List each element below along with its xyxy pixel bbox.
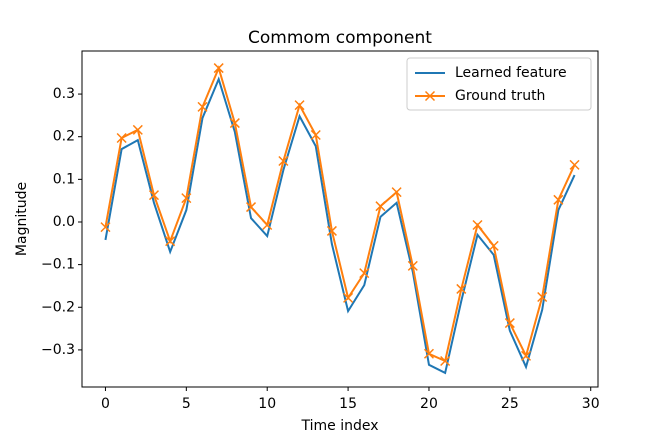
point-marker xyxy=(278,155,289,167)
x-tick-label: 0 xyxy=(101,396,110,412)
x-tick-label: 10 xyxy=(258,396,276,412)
point-marker xyxy=(553,194,564,205)
point-marker xyxy=(229,118,240,129)
point-marker xyxy=(472,219,483,231)
y-tick-label: −0.3 xyxy=(41,342,75,358)
x-tick-label: 20 xyxy=(420,396,438,412)
point-marker xyxy=(537,291,548,303)
x-tick-label: 15 xyxy=(339,396,357,412)
legend-marker xyxy=(424,90,436,102)
point-marker xyxy=(262,219,273,231)
series-line xyxy=(104,76,576,375)
y-tick-label: 0.3 xyxy=(53,86,75,102)
x-tick-label: 25 xyxy=(501,396,519,412)
point-marker xyxy=(197,101,208,112)
point-marker xyxy=(407,260,418,271)
point-marker xyxy=(375,201,386,212)
x-tick-label: 5 xyxy=(182,396,191,412)
point-marker xyxy=(310,129,321,141)
y-tick-label: −0.2 xyxy=(41,299,75,315)
plot-frame xyxy=(81,50,599,388)
point-marker xyxy=(148,190,160,201)
x-axis-label: Time index xyxy=(300,418,378,434)
y-tick-label: 0.1 xyxy=(53,171,75,187)
legend-box xyxy=(406,57,592,111)
y-axis-label: Magnitude xyxy=(14,182,30,256)
y-tick-label: 0.2 xyxy=(53,129,75,145)
point-marker xyxy=(359,268,370,279)
point-marker xyxy=(100,222,111,233)
point-marker xyxy=(520,350,532,361)
point-marker xyxy=(488,240,499,251)
legend: Learned feature Ground truth xyxy=(406,57,592,111)
y-tick-label: 0.0 xyxy=(53,214,75,230)
point-marker xyxy=(326,225,337,236)
point-marker xyxy=(504,318,515,329)
point-marker xyxy=(391,187,402,198)
point-marker xyxy=(132,124,143,135)
legend-label: Ground truth xyxy=(455,88,545,104)
point-marker xyxy=(116,132,127,144)
legend-label: Learned feature xyxy=(455,65,567,81)
y-tick-label: −0.1 xyxy=(41,257,75,273)
point-marker xyxy=(213,63,224,74)
chart-title: Commom component xyxy=(248,28,432,48)
x-tick-label: 30 xyxy=(582,396,600,412)
point-marker xyxy=(456,283,467,294)
point-marker xyxy=(423,348,434,359)
point-marker xyxy=(569,159,580,170)
point-marker xyxy=(181,193,192,204)
point-marker xyxy=(165,236,176,247)
point-marker xyxy=(343,292,354,303)
point-marker xyxy=(246,202,257,213)
series-line xyxy=(104,65,576,363)
point-marker xyxy=(294,100,305,111)
point-marker xyxy=(440,355,451,367)
